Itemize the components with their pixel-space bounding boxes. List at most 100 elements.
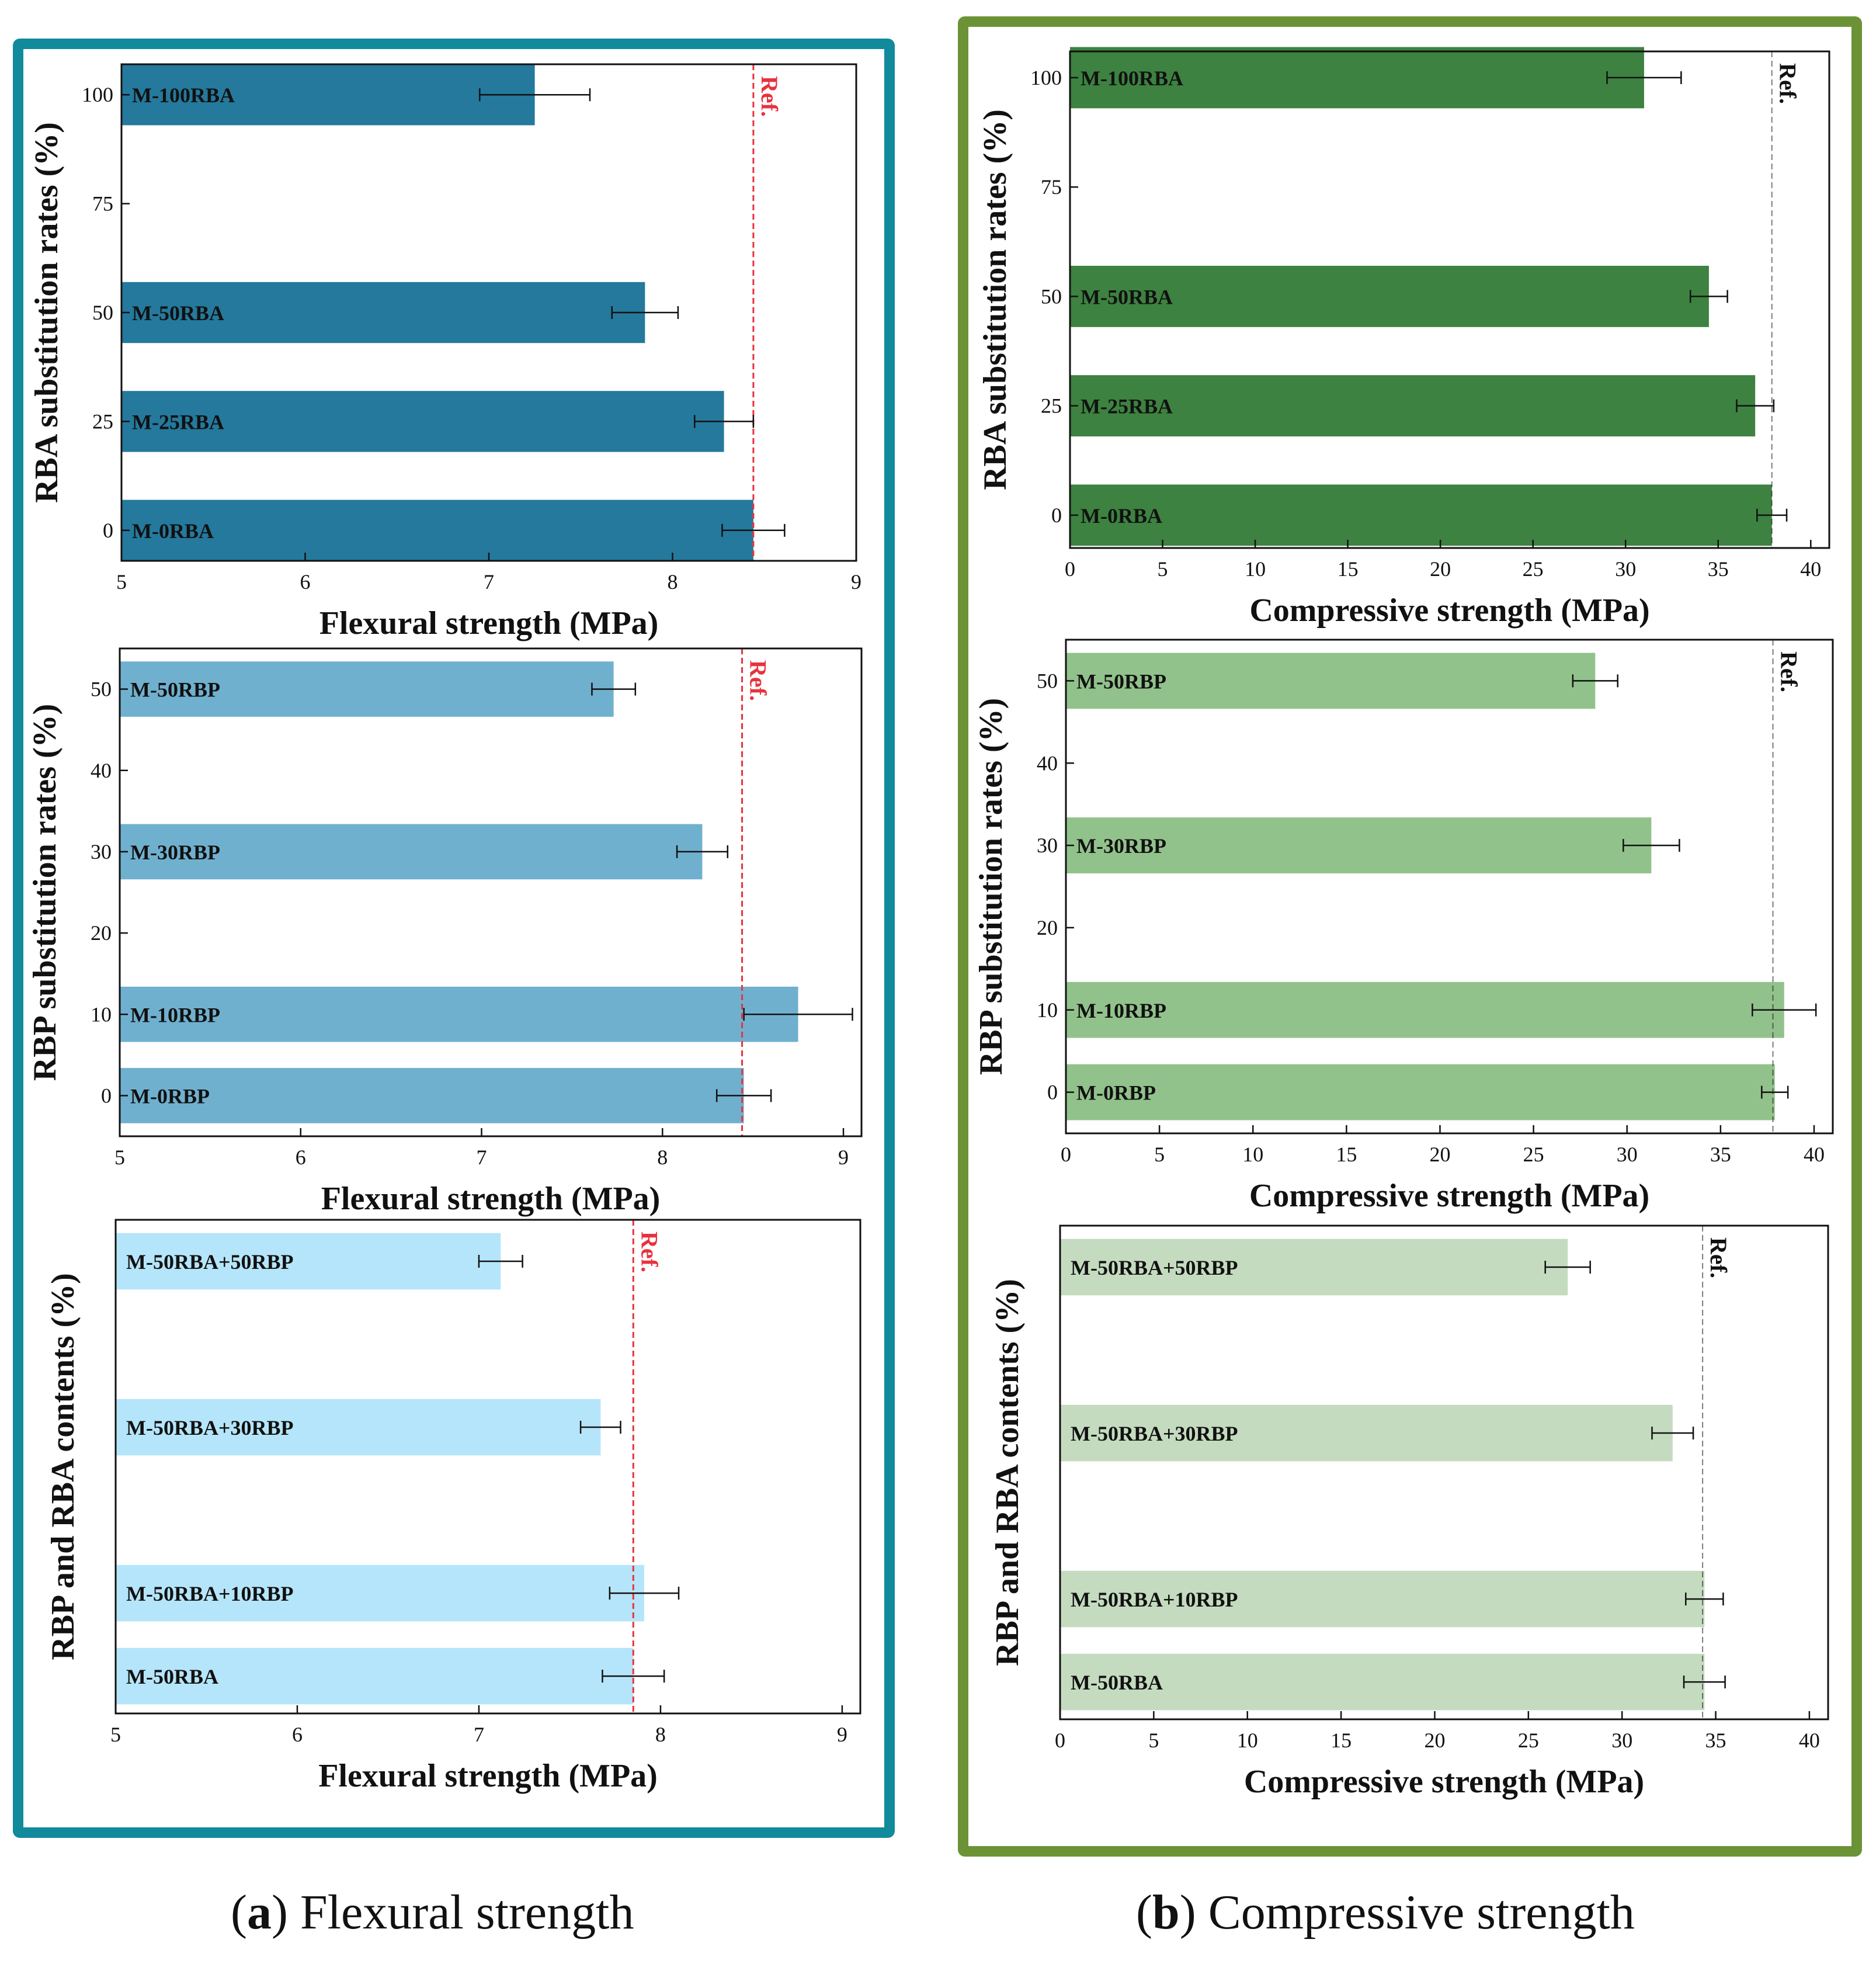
chart-b2-bar-label-0: M-50RBP	[1076, 669, 1166, 693]
chart-b1-errorbar-0	[1606, 71, 1682, 84]
chart-a2-ytick-label-1: 10	[91, 1002, 112, 1026]
chart-a2-xtick-label-3: 8	[657, 1146, 668, 1169]
chart-a3-ref-label: Ref.	[636, 1231, 662, 1272]
chart-b3-xtick-label-8: 40	[1799, 1729, 1820, 1752]
chart-a2-bar-label-2: M-10RBP	[130, 1003, 220, 1026]
chart-b2-plot-frame	[1065, 639, 1834, 1135]
chart-a3-xtick-label-3: 8	[655, 1723, 666, 1746]
chart-a1-errorbar-3	[721, 523, 786, 537]
chart-b3-xtick-label-1: 5	[1148, 1729, 1159, 1752]
chart-b1-y-axis-title: RBA substitution rates (%)	[977, 109, 1013, 490]
chart-a2-plot-frame	[119, 647, 863, 1137]
chart-a1-ytick-label-1: 25	[92, 410, 113, 433]
chart-b2-bar-2	[1066, 981, 1784, 1038]
chart-a2-errorbar-1	[676, 845, 729, 858]
chart-a1-ytick-label-0: 0	[103, 519, 113, 542]
chart-b3-bar-label-3: M-50RBA	[1071, 1671, 1163, 1694]
chart-b1-errorbar-1	[1689, 290, 1728, 303]
chart-b1-xtick-label-8: 40	[1800, 557, 1821, 581]
chart-b1-plot-frame	[1069, 50, 1830, 549]
caption-a-letter: a	[246, 1885, 272, 1940]
chart-a1-bar-label-2: M-25RBA	[132, 410, 224, 433]
chart-b3-xtick-label-7: 35	[1705, 1729, 1726, 1752]
chart-a3-bar-3	[116, 1647, 634, 1705]
chart-a3-xtick-label-1: 6	[292, 1723, 303, 1746]
chart-b2-xtick-label-2: 10	[1242, 1143, 1263, 1166]
chart-b1-xtick-label-0: 0	[1065, 557, 1075, 581]
panel-b-frame	[958, 16, 1862, 1857]
chart-a2-bar-0	[120, 661, 614, 717]
panel-a-frame	[13, 39, 895, 1838]
chart-a1-bar-label-0: M-100RBA	[132, 84, 235, 107]
chart-a1-bar-label-1: M-50RBA	[132, 301, 224, 325]
chart-a2-xtick-label-1: 6	[296, 1146, 306, 1169]
chart-b2-xtick-label-8: 40	[1804, 1143, 1825, 1166]
chart-a1-bar-3	[121, 499, 753, 561]
chart-a1-xtick-label-3: 8	[668, 570, 678, 594]
chart-b3-bar-2	[1060, 1570, 1705, 1628]
chart-a3-bar-2	[116, 1564, 644, 1622]
chart-b2-ytick-label-0: 0	[1047, 1081, 1058, 1104]
chart-a1-ytick-label-4: 100	[82, 83, 113, 106]
chart-b1-bar-2	[1070, 375, 1756, 437]
chart-b3-errorbar-3	[1683, 1675, 1726, 1689]
chart-b3-bar-3	[1060, 1653, 1705, 1711]
chart-a3-x-axis-title: Flexural strength (MPa)	[318, 1758, 658, 1794]
chart-a1-xtick-label-1: 6	[300, 570, 311, 594]
chart-a3-bar-0	[116, 1233, 501, 1290]
chart-b3-bar-label-2: M-50RBA+10RBP	[1071, 1588, 1238, 1611]
chart-b2-errorbar-3	[1761, 1085, 1789, 1099]
chart-a2-xtick-label-2: 7	[477, 1146, 487, 1169]
chart-a2-bar-3	[120, 1068, 744, 1123]
chart-b2-xtick-label-4: 20	[1429, 1143, 1450, 1166]
chart-b2-bar-3	[1066, 1064, 1775, 1120]
chart-b3-errorbar-2	[1684, 1593, 1724, 1606]
chart-b1-ytick-label-1: 25	[1041, 394, 1062, 418]
chart-b3-errorbar-1	[1651, 1427, 1694, 1440]
chart-a3-errorbar-3	[602, 1670, 665, 1683]
chart-a2-x-axis-title: Flexural strength (MPa)	[321, 1181, 661, 1217]
chart-b3-xtick-label-4: 20	[1424, 1729, 1445, 1752]
chart-b3-bar-1	[1060, 1404, 1673, 1462]
chart-b2-bar-label-2: M-10RBP	[1076, 999, 1166, 1022]
chart-b3-plot-frame	[1059, 1224, 1829, 1720]
chart-b2-bar-1	[1066, 817, 1652, 873]
chart-a1-ytick-label-3: 75	[92, 192, 113, 216]
chart-b1-bar-3	[1070, 484, 1772, 546]
chart-b1-ref-label: Ref.	[1775, 63, 1801, 104]
chart-a2-bar-1	[120, 824, 703, 880]
chart-b3-bar-label-1: M-50RBA+30RBP	[1071, 1422, 1238, 1445]
chart-b3-bar-label-0: M-50RBA+50RBP	[1071, 1256, 1238, 1279]
chart-a1-bar-1	[121, 282, 645, 344]
chart-b2-ytick-label-4: 40	[1037, 751, 1058, 775]
caption-a: (a) Flexural strength	[231, 1885, 634, 1940]
chart-b3-xtick-label-3: 15	[1330, 1729, 1352, 1752]
chart-a2-errorbar-0	[591, 682, 637, 696]
chart-a3-bar-label-1: M-50RBA+30RBP	[126, 1416, 294, 1439]
chart-b2-xtick-label-5: 25	[1523, 1143, 1544, 1166]
chart-a2-errorbar-3	[715, 1089, 772, 1102]
chart-a3-xtick-label-4: 9	[837, 1723, 847, 1746]
caption-b: (b) Compressive strength	[1136, 1885, 1635, 1940]
chart-b2-bar-label-3: M-0RBP	[1076, 1081, 1156, 1105]
chart-b2-xtick-label-1: 5	[1154, 1143, 1165, 1166]
chart-b2-y-axis-title: RBP substitution rates (%)	[973, 698, 1009, 1076]
chart-b1-bar-0	[1070, 47, 1644, 109]
chart-b2-xtick-label-0: 0	[1061, 1143, 1071, 1166]
chart-b3-errorbar-0	[1544, 1261, 1591, 1274]
chart-b3-bar-0	[1060, 1239, 1568, 1296]
chart-b2-bar-0	[1066, 653, 1596, 709]
chart-a3-bar-label-0: M-50RBA+50RBP	[126, 1250, 294, 1274]
chart-a2-bar-label-1: M-30RBP	[130, 841, 220, 864]
chart-a3-errorbar-2	[609, 1587, 680, 1600]
chart-a1-ref-label: Ref.	[756, 76, 783, 117]
chart-a2-ytick-label-5: 50	[91, 678, 112, 701]
chart-a1-xtick-label-4: 9	[851, 570, 861, 594]
chart-a1-bar-0	[121, 64, 535, 126]
chart-b2-ytick-label-2: 20	[1037, 916, 1058, 939]
chart-a1-bar-2	[121, 391, 724, 452]
chart-a3-errorbar-1	[579, 1421, 621, 1434]
